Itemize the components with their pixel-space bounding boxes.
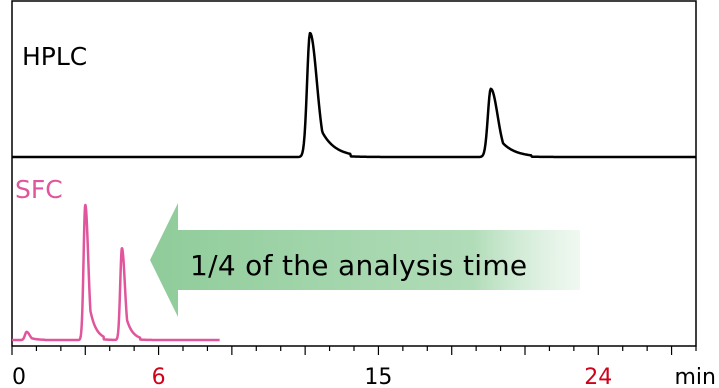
x-tick-label-15: 15 bbox=[364, 365, 392, 388]
plot-frame bbox=[11, 0, 697, 347]
x-axis-unit: min bbox=[675, 365, 717, 388]
annotation-arrow bbox=[150, 203, 580, 317]
series-label-hplc: HPLC bbox=[22, 42, 87, 71]
series-line-hplc bbox=[11, 31, 697, 159]
annotation-text: 1/4 of the analysis time bbox=[190, 249, 527, 282]
x-tick-label-0: 0 bbox=[12, 365, 26, 388]
x-tick-label-6: 6 bbox=[152, 365, 166, 388]
x-tick-label-24: 24 bbox=[584, 365, 612, 388]
series-line-sfc bbox=[10, 203, 221, 342]
series-label-sfc: SFC bbox=[15, 175, 63, 204]
